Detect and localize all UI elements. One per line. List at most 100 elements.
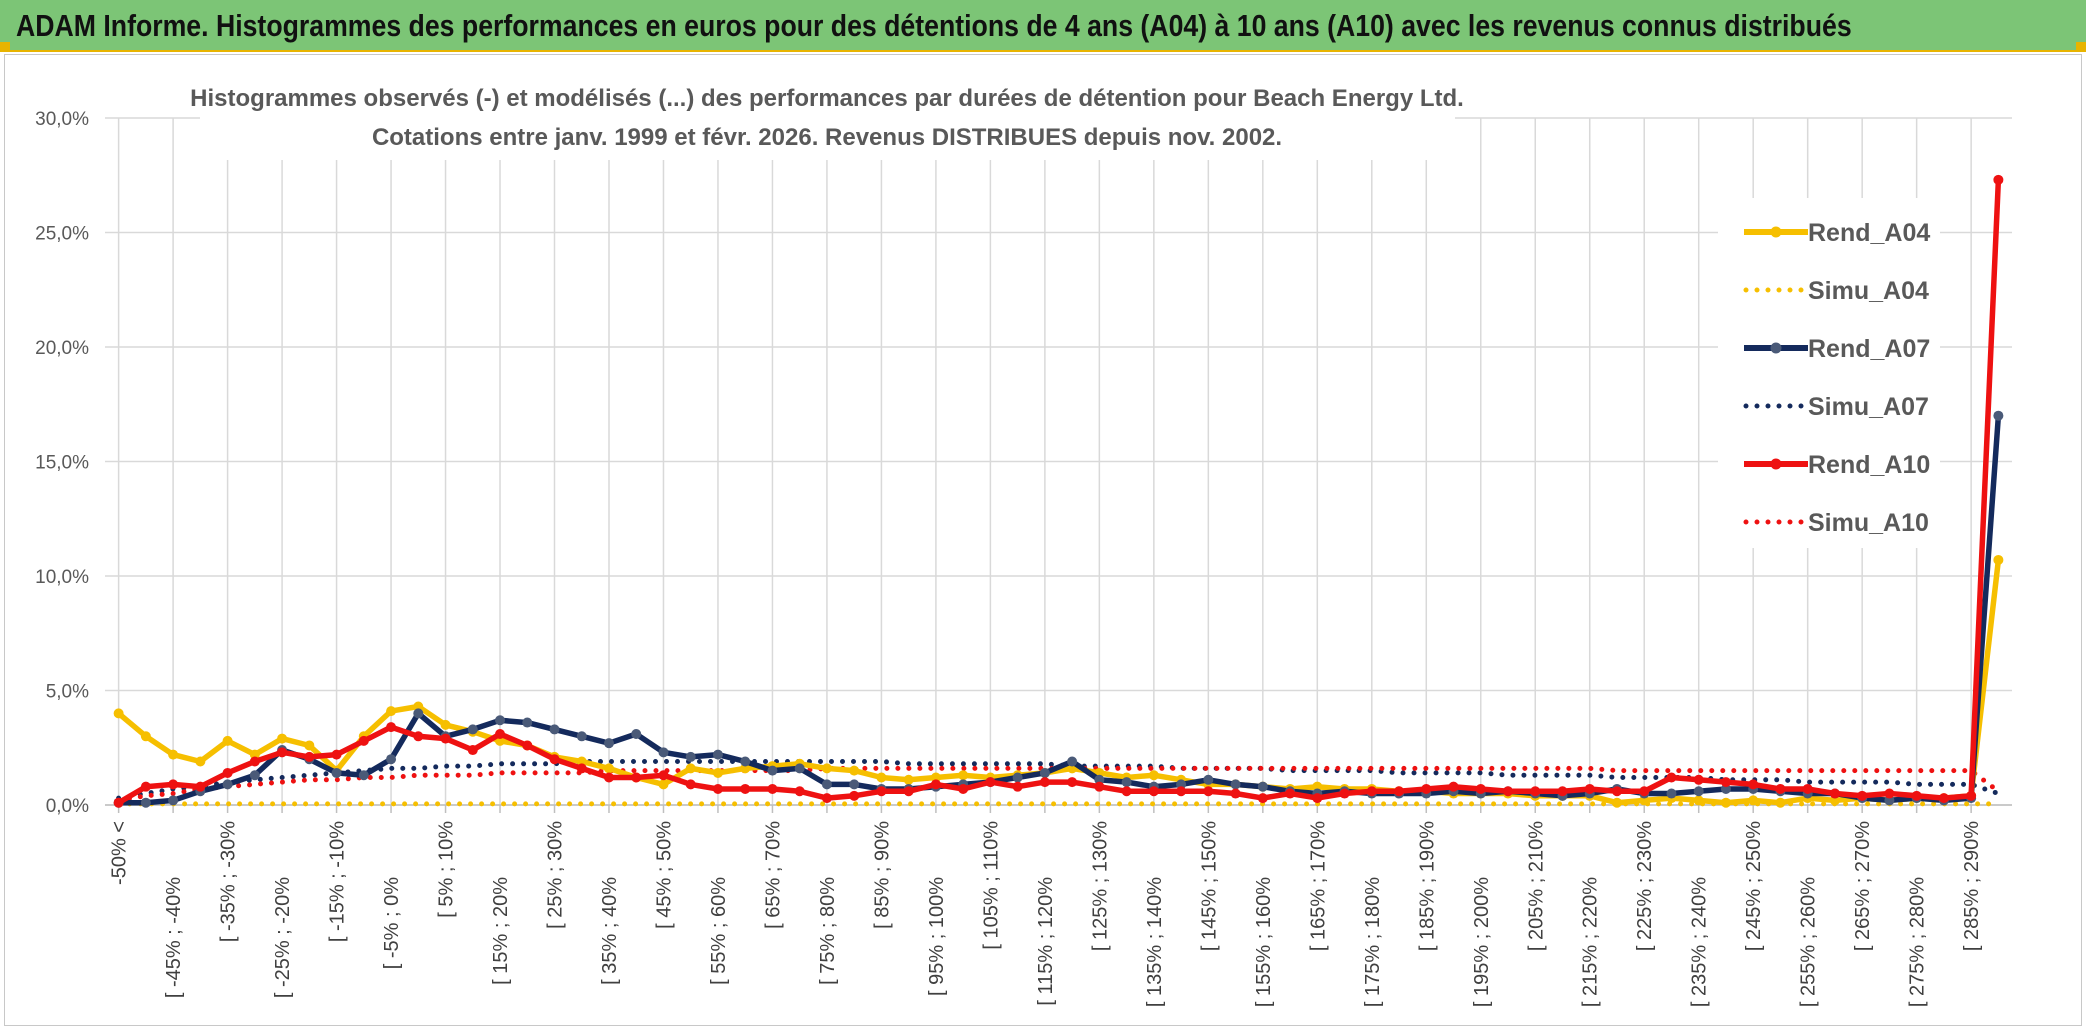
y-tick-label: 15,0% [35, 453, 89, 474]
data-point [930, 779, 941, 790]
data-point [1067, 756, 1078, 767]
data-point [821, 793, 832, 804]
x-tick-label: [ 145% ; 150% [1198, 821, 1220, 951]
data-point [1693, 786, 1704, 797]
x-tick-label: [ 225% ; 230% [1634, 821, 1656, 951]
data-point [1748, 795, 1759, 806]
data-point [222, 779, 233, 790]
y-tick-label: 25,0% [35, 224, 89, 245]
data-point [576, 731, 587, 742]
x-tick-label: [ 45% ; 50% [653, 821, 675, 929]
data-point [958, 783, 969, 794]
data-point [440, 733, 451, 744]
data-point [249, 749, 260, 760]
legend-label: Rend_A10 [1808, 451, 1930, 479]
data-point [413, 731, 424, 742]
x-tick-label: [ 15% ; 20% [490, 877, 512, 985]
data-point [1339, 788, 1350, 799]
data-point [1829, 788, 1840, 799]
x-tick-label: [ -45% ; -40% [163, 877, 185, 998]
data-point [413, 708, 424, 719]
page-title: ADAM Informe. Histogrammes des performan… [16, 8, 1852, 43]
data-point [1693, 774, 1704, 785]
data-point [1121, 786, 1132, 797]
data-point [1720, 777, 1731, 788]
x-tick-label: [ 65% ; 70% [762, 821, 784, 929]
data-point [631, 772, 642, 783]
data-point [576, 756, 587, 767]
x-tick-label: [ 245% ; 250% [1743, 821, 1765, 951]
x-tick-label: [ 75% ; 80% [817, 877, 839, 985]
data-point [495, 715, 506, 726]
x-tick-label: [ 215% ; 220% [1580, 877, 1602, 1007]
x-tick-label: [ 105% ; 110% [980, 821, 1002, 950]
x-tick-label: [ 165% ; 170% [1307, 821, 1329, 951]
legend-item: Rend_A10 [1744, 451, 1930, 479]
data-point [1993, 554, 2004, 565]
data-point [1012, 781, 1023, 792]
data-point [1203, 774, 1214, 785]
data-point [821, 779, 832, 790]
data-point [985, 777, 996, 788]
legend-marker [1770, 342, 1782, 354]
data-point [1121, 777, 1132, 788]
legend-label: Simu_A10 [1808, 509, 1929, 537]
corner-accent-right [2076, 42, 2086, 52]
data-point [195, 756, 206, 767]
data-point [685, 751, 696, 762]
data-point [712, 767, 723, 778]
data-point [685, 763, 696, 774]
x-tick-label: [ 155% ; 160% [1253, 877, 1275, 1007]
data-point [249, 770, 260, 781]
data-point [767, 783, 778, 794]
data-point [1039, 767, 1050, 778]
data-point [1802, 783, 1813, 794]
data-point [685, 779, 696, 790]
data-point [767, 765, 778, 776]
data-point [168, 779, 179, 790]
legend-item: Simu_A07 [1743, 393, 1929, 421]
y-axis-ticks: 0,0% 5,0% 10,0% 15,0% 20,0% 25,0% 30,0% [35, 109, 89, 817]
x-tick-label: [ 185% ; 190% [1416, 821, 1438, 951]
data-point [1884, 788, 1895, 799]
legend-marker [1770, 458, 1782, 470]
x-tick-label: [ 125% ; 130% [1089, 821, 1111, 951]
data-point [331, 749, 342, 760]
data-point [1285, 788, 1296, 799]
data-point [549, 724, 560, 735]
chart-title-line1: Histogrammes observés (-) et modélisés (… [190, 85, 1464, 112]
data-point [1639, 786, 1650, 797]
data-point [440, 719, 451, 730]
data-point [876, 786, 887, 797]
y-tick-label: 10,0% [35, 567, 89, 588]
data-point [1094, 781, 1105, 792]
data-point [358, 735, 369, 746]
chart-title-background [200, 78, 1455, 160]
data-point [740, 756, 751, 767]
x-tick-label: [ 35% ; 40% [599, 877, 621, 985]
data-point [1557, 786, 1568, 797]
data-point [1720, 797, 1731, 808]
header-bar: ADAM Informe. Histogrammes des performan… [0, 0, 2086, 52]
data-point [386, 754, 397, 765]
data-point [712, 783, 723, 794]
data-point [1012, 772, 1023, 783]
x-tick-label: [ 5% ; 10% [436, 821, 458, 918]
data-point [495, 729, 506, 740]
data-point [1911, 790, 1922, 801]
data-point [1448, 781, 1459, 792]
x-tick-label: [ 205% ; 210% [1525, 821, 1547, 951]
data-point [1611, 797, 1622, 808]
data-point [849, 765, 860, 776]
x-tick-label: [ 135% ; 140% [1144, 877, 1166, 1007]
x-axis-ticks: -50% < [ -45% ; -40% [ -35% ; -30% [ -25% ;… [109, 805, 1983, 1007]
data-point [386, 722, 397, 733]
data-point [958, 770, 969, 781]
data-point [113, 708, 124, 719]
data-point [386, 706, 397, 717]
data-point [413, 701, 424, 712]
data-point [876, 772, 887, 783]
data-point [1067, 777, 1078, 788]
data-point [195, 781, 206, 792]
data-point [1829, 795, 1840, 806]
